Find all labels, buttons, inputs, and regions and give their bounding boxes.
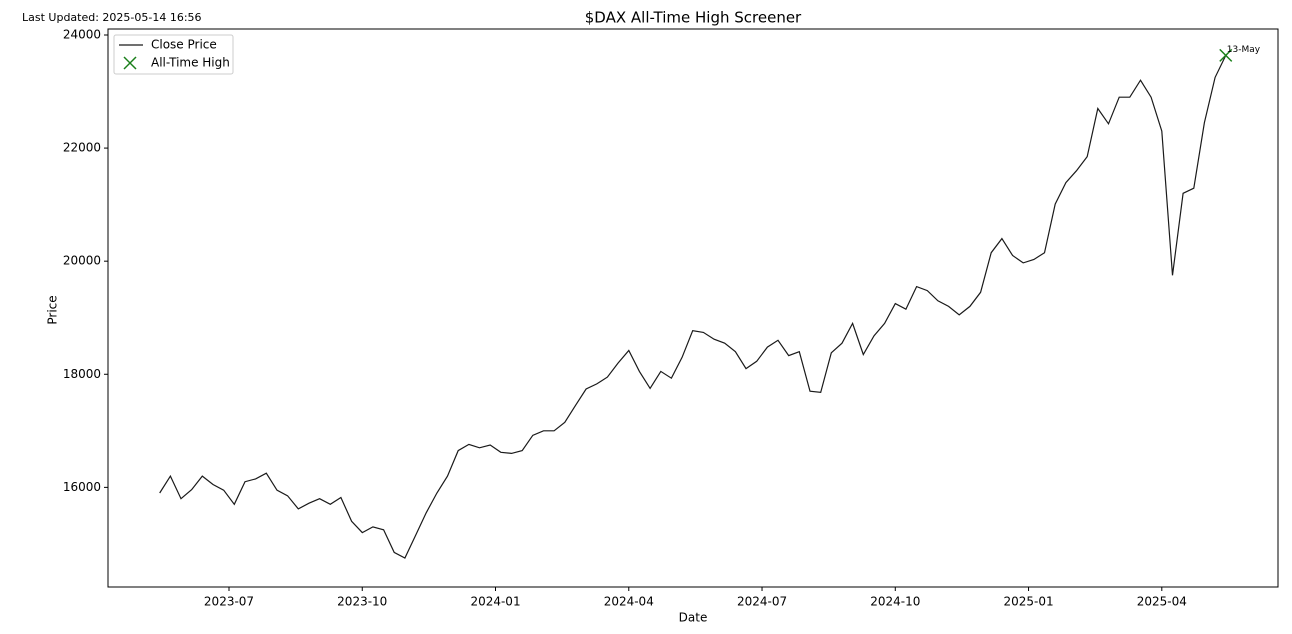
x-tick-label: 2023-07 bbox=[204, 595, 254, 609]
y-axis-label: Price bbox=[46, 295, 60, 324]
y-tick-label: 16000 bbox=[63, 480, 101, 494]
x-tick-label: 2024-07 bbox=[737, 595, 787, 609]
y-tick-label: 24000 bbox=[63, 27, 101, 41]
price-line bbox=[159, 55, 1227, 559]
y-tick-label: 18000 bbox=[63, 367, 101, 381]
legend-label: Close Price bbox=[151, 38, 217, 52]
plot-frame bbox=[107, 28, 1279, 588]
ath-marker-stroke bbox=[1219, 48, 1233, 62]
y-tick-label: 20000 bbox=[63, 254, 101, 268]
legend-label: All-Time High bbox=[151, 56, 230, 70]
chart-title: $DAX All-Time High Screener bbox=[585, 9, 802, 27]
x-tick-label: 2023-10 bbox=[337, 595, 387, 609]
x-tick-label: 2025-01 bbox=[1003, 595, 1053, 609]
x-tick-label: 2024-04 bbox=[604, 595, 654, 609]
ath-marker bbox=[1219, 48, 1233, 62]
x-tick-label: 2025-04 bbox=[1137, 595, 1187, 609]
legend-box bbox=[113, 34, 234, 75]
annotation: 13-May bbox=[1227, 45, 1261, 55]
legend-swatch bbox=[123, 56, 137, 70]
x-axis-label: Date bbox=[679, 611, 708, 625]
last-updated: Last Updated: 2025-05-14 16:56 bbox=[22, 11, 202, 24]
y-tick-label: 22000 bbox=[63, 141, 101, 155]
x-tick-label: 2024-01 bbox=[470, 595, 520, 609]
x-tick-label: 2024-10 bbox=[870, 595, 920, 609]
